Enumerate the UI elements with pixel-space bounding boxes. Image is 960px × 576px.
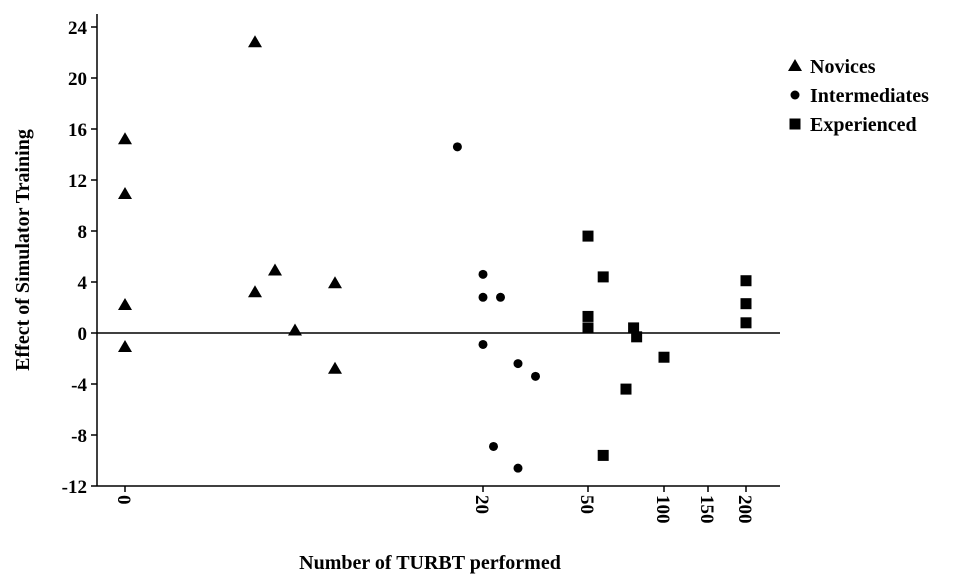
x-axis-label: Number of TURBT performed: [299, 552, 561, 574]
intermediates-point: [452, 142, 462, 152]
intermediates-point: [478, 269, 488, 279]
y-ticks: 24 20 16 12 8 4 0 -4 -8 -12: [62, 18, 97, 498]
legend-experienced-marker: [789, 118, 801, 130]
y-tick-label: 20: [68, 69, 87, 90]
y-tick-label: 16: [68, 120, 87, 141]
intermediates-point: [478, 339, 488, 349]
legend-intermediates-label: Intermediates: [810, 85, 929, 107]
novices-point: [288, 323, 302, 336]
legend-intermediates-marker: [790, 90, 800, 100]
x-tick-label: 20: [471, 495, 492, 514]
legend-novices-label: Novices: [810, 56, 876, 78]
x-tick-label: 100: [652, 495, 673, 524]
y-tick-label: 12: [68, 171, 87, 192]
x-tick-label: 50: [576, 495, 597, 514]
novices-point: [118, 297, 132, 310]
intermediates-point: [531, 371, 540, 381]
novices-point: [328, 276, 342, 289]
y-tick-label: -12: [62, 477, 87, 498]
intermediates-point: [489, 441, 498, 451]
axes: [96, 14, 780, 487]
y-tick-label: -8: [71, 426, 87, 447]
experienced-point: [597, 271, 609, 283]
x-tick-label: 150: [696, 495, 717, 524]
experienced-point: [582, 310, 594, 322]
legend-experienced-label: Experienced: [810, 114, 917, 136]
y-axis-label: Effect of Simulator Training: [12, 129, 34, 371]
intermediates-point: [513, 359, 523, 369]
experienced-point: [620, 383, 632, 395]
experienced-point: [597, 449, 609, 461]
intermediates-point: [513, 463, 523, 473]
x-tick-label: 200: [734, 495, 755, 524]
legend: Novices Intermediates Experienced: [788, 56, 929, 136]
experienced-point: [740, 298, 752, 310]
novices-point: [328, 361, 342, 374]
intermediates-point: [496, 292, 505, 302]
novices-point: [118, 340, 132, 353]
y-tick-label: -4: [71, 375, 87, 396]
x-tick-label: 0: [113, 495, 134, 505]
novices-point: [248, 285, 262, 298]
experienced-point: [582, 230, 594, 242]
legend-novices-marker: [788, 59, 802, 71]
y-tick-label: 4: [78, 273, 88, 294]
y-tick-label: 0: [78, 324, 88, 345]
experienced-point: [628, 322, 640, 334]
x-ticks: 0 20 50 100 150 200: [113, 486, 755, 524]
novices-point: [268, 263, 282, 276]
y-tick-label: 8: [78, 222, 88, 243]
novices-point: [118, 187, 132, 200]
intermediates-point: [478, 292, 488, 302]
experienced-point: [631, 331, 643, 343]
experienced-point: [658, 351, 670, 363]
data-markers: [118, 35, 752, 473]
experienced-point: [740, 317, 752, 329]
novices-point: [118, 132, 132, 145]
experienced-point: [740, 275, 752, 287]
y-tick-label: 24: [68, 18, 88, 39]
novices-point: [248, 35, 262, 48]
experienced-point: [582, 322, 594, 334]
